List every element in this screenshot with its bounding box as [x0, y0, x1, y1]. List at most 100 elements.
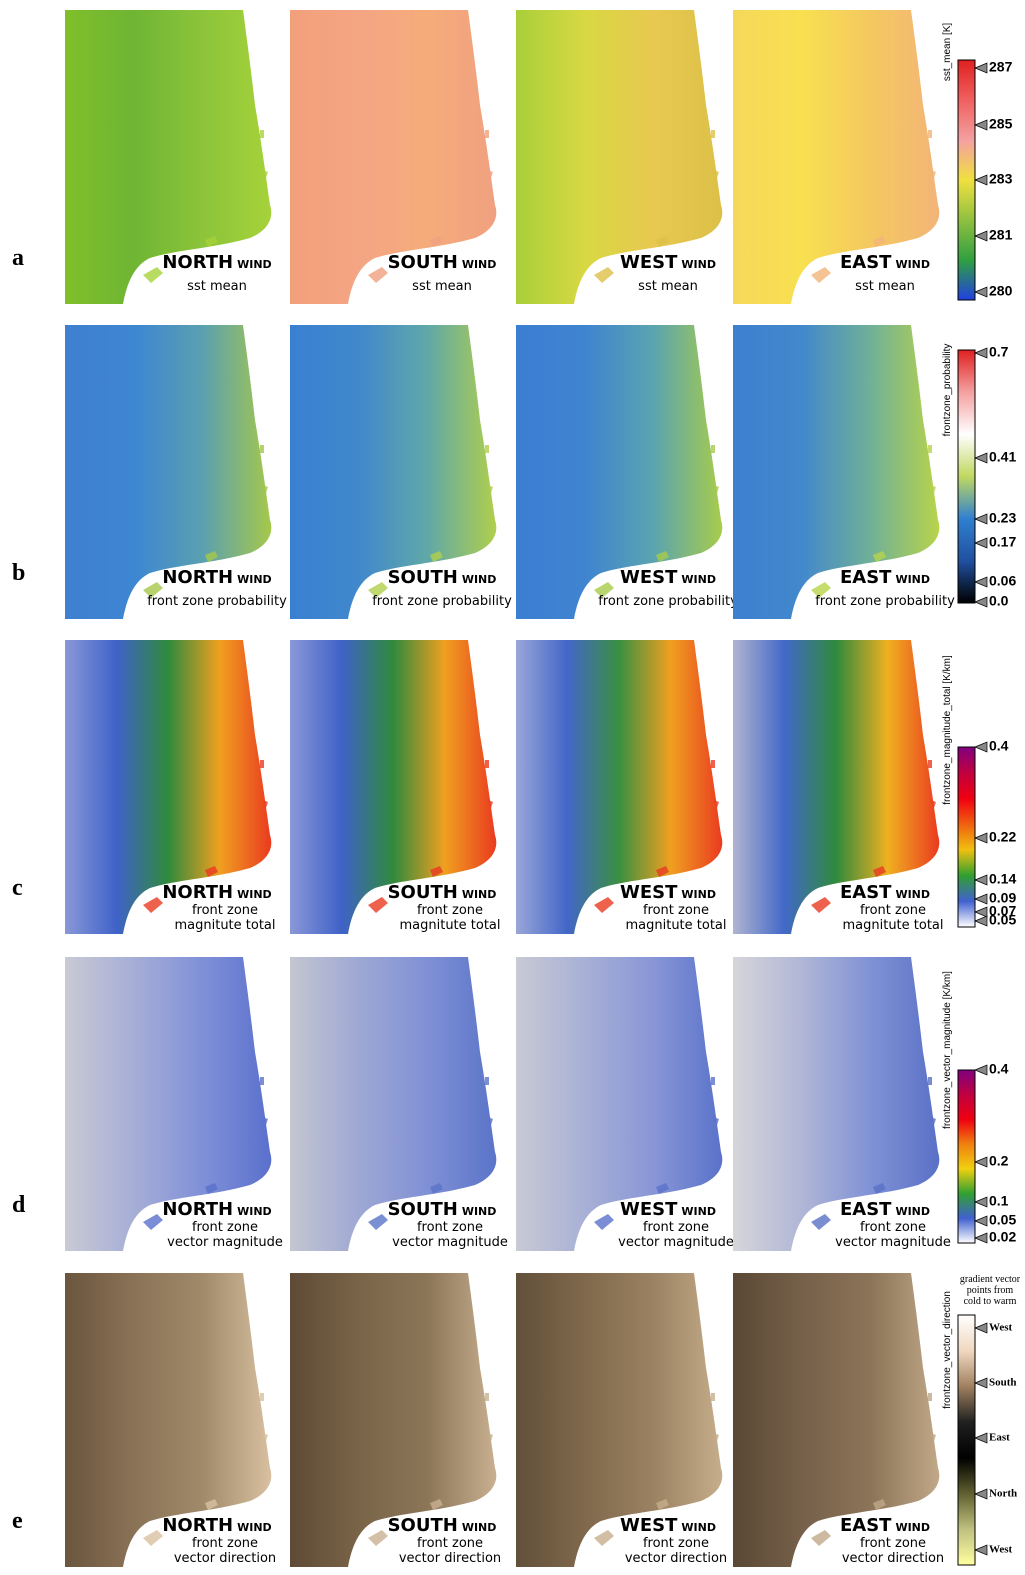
wind-name: NORTH [162, 1515, 233, 1536]
wind-name: WEST [620, 567, 678, 588]
variable-label: front zone [417, 903, 483, 918]
variable-label: front zone [643, 903, 709, 918]
colorbar [957, 1314, 976, 1566]
colorbar [957, 349, 976, 604]
wind-suffix: WIND [462, 1205, 497, 1218]
wind-suffix: WIND [895, 1521, 930, 1534]
wind-label: EAST WIND [840, 567, 930, 588]
wind-label: WEST WIND [620, 252, 716, 273]
colorbar-tick-label: 0.06 [989, 573, 1016, 589]
wind-label: SOUTH WIND [388, 1199, 497, 1220]
colorbar-tick-label: West [989, 1544, 1013, 1556]
sea-field [733, 1273, 940, 1567]
sea-field [516, 325, 723, 619]
wind-suffix: WIND [462, 573, 497, 586]
row-letter: b [12, 560, 25, 586]
wind-suffix: WIND [895, 1205, 930, 1218]
tick-marker [974, 915, 988, 927]
panel-row: b NORTH WIND front zone probability SOUTH WIN… [12, 325, 1016, 619]
wind-suffix: WIND [681, 888, 716, 901]
variable-label: magnitute total [842, 918, 943, 933]
colorbar-tick-label: 0.4 [989, 1061, 1009, 1077]
sea-field [733, 325, 940, 619]
tick-marker [974, 513, 988, 525]
wind-suffix: WIND [237, 258, 272, 271]
wind-name: EAST [840, 1199, 892, 1220]
sea-field [733, 640, 940, 934]
tick-marker [974, 62, 988, 74]
wind-suffix: WIND [237, 1521, 272, 1534]
sea-field [516, 640, 723, 934]
tick-marker [974, 1064, 988, 1076]
variable-label: front zone [643, 1536, 709, 1551]
wind-name: SOUTH [388, 1515, 458, 1536]
colorbar-tick-label: 0.22 [989, 829, 1016, 845]
colorbar-title: frontzone_vector_magnitude [K/km] [942, 971, 953, 1129]
variable-label: vector magnitude [618, 1235, 734, 1250]
tick-marker [974, 1488, 988, 1500]
wind-label: NORTH WIND [162, 1515, 271, 1536]
colorbar-tick-label: 281 [989, 227, 1013, 243]
colorbar-tick-label: East [989, 1432, 1010, 1444]
tick-marker [974, 1196, 988, 1208]
wind-label: EAST WIND [840, 1199, 930, 1220]
colorbar-tick-label: 0.4 [989, 738, 1009, 754]
variable-label: front zone [860, 1536, 926, 1551]
sea-field [290, 640, 497, 934]
tick-marker [974, 1432, 988, 1444]
colorbar-tick-label: West [989, 1322, 1013, 1334]
wind-suffix: WIND [895, 573, 930, 586]
variable-label: magnitute total [399, 918, 500, 933]
variable-label: front zone [643, 1220, 709, 1235]
wind-name: EAST [840, 567, 892, 588]
tick-marker [974, 347, 988, 359]
sea-field [290, 957, 497, 1251]
tick-marker [974, 1377, 988, 1389]
colorbar-tick-label: 0.0 [989, 593, 1009, 609]
colorbar-title: frontzone_vector_direction [942, 1291, 953, 1409]
wind-name: SOUTH [388, 1199, 458, 1220]
colorbar-tick-label: 285 [989, 116, 1013, 132]
tick-marker [974, 230, 988, 242]
sea-field [290, 10, 497, 304]
variable-label: front zone [192, 1536, 258, 1551]
sea-field [516, 957, 723, 1251]
map-panel: WEST WIND sst mean [516, 10, 723, 304]
tick-marker [974, 596, 988, 608]
wind-label: NORTH WIND [162, 1199, 271, 1220]
variable-label: front zone probability [372, 594, 512, 609]
wind-name: SOUTH [388, 882, 458, 903]
wind-label: WEST WIND [620, 1199, 716, 1220]
colorbar-title: sst_mean [K] [942, 23, 953, 82]
variable-label: sst mean [855, 279, 915, 294]
wind-label: EAST WIND [840, 1515, 930, 1536]
variable-label: sst mean [412, 279, 472, 294]
colorbar [957, 746, 976, 928]
colorbar-note: points from [967, 1285, 1014, 1296]
wind-name: WEST [620, 882, 678, 903]
wind-name: WEST [620, 1515, 678, 1536]
row-letter: c [12, 875, 23, 901]
colorbar-note: cold to warm [964, 1296, 1017, 1307]
wind-suffix: WIND [681, 1205, 716, 1218]
variable-label: sst mean [638, 279, 698, 294]
colorbar-tick-label: 0.14 [989, 871, 1016, 887]
tick-marker [974, 1322, 988, 1334]
tick-marker [974, 874, 988, 886]
map-panel: NORTH WIND front zone probability [65, 325, 287, 619]
map-panel: SOUTH WIND sst mean [290, 10, 496, 304]
variable-label: front zone probability [598, 594, 738, 609]
map-panel: WEST WIND front zone probability [516, 325, 738, 619]
wind-label: NORTH WIND [162, 567, 271, 588]
wind-name: NORTH [162, 882, 233, 903]
variable-label: vector magnitude [167, 1235, 283, 1250]
variable-label: front zone [860, 903, 926, 918]
variable-label: front zone probability [815, 594, 955, 609]
wind-name: EAST [840, 882, 892, 903]
wind-label: WEST WIND [620, 567, 716, 588]
